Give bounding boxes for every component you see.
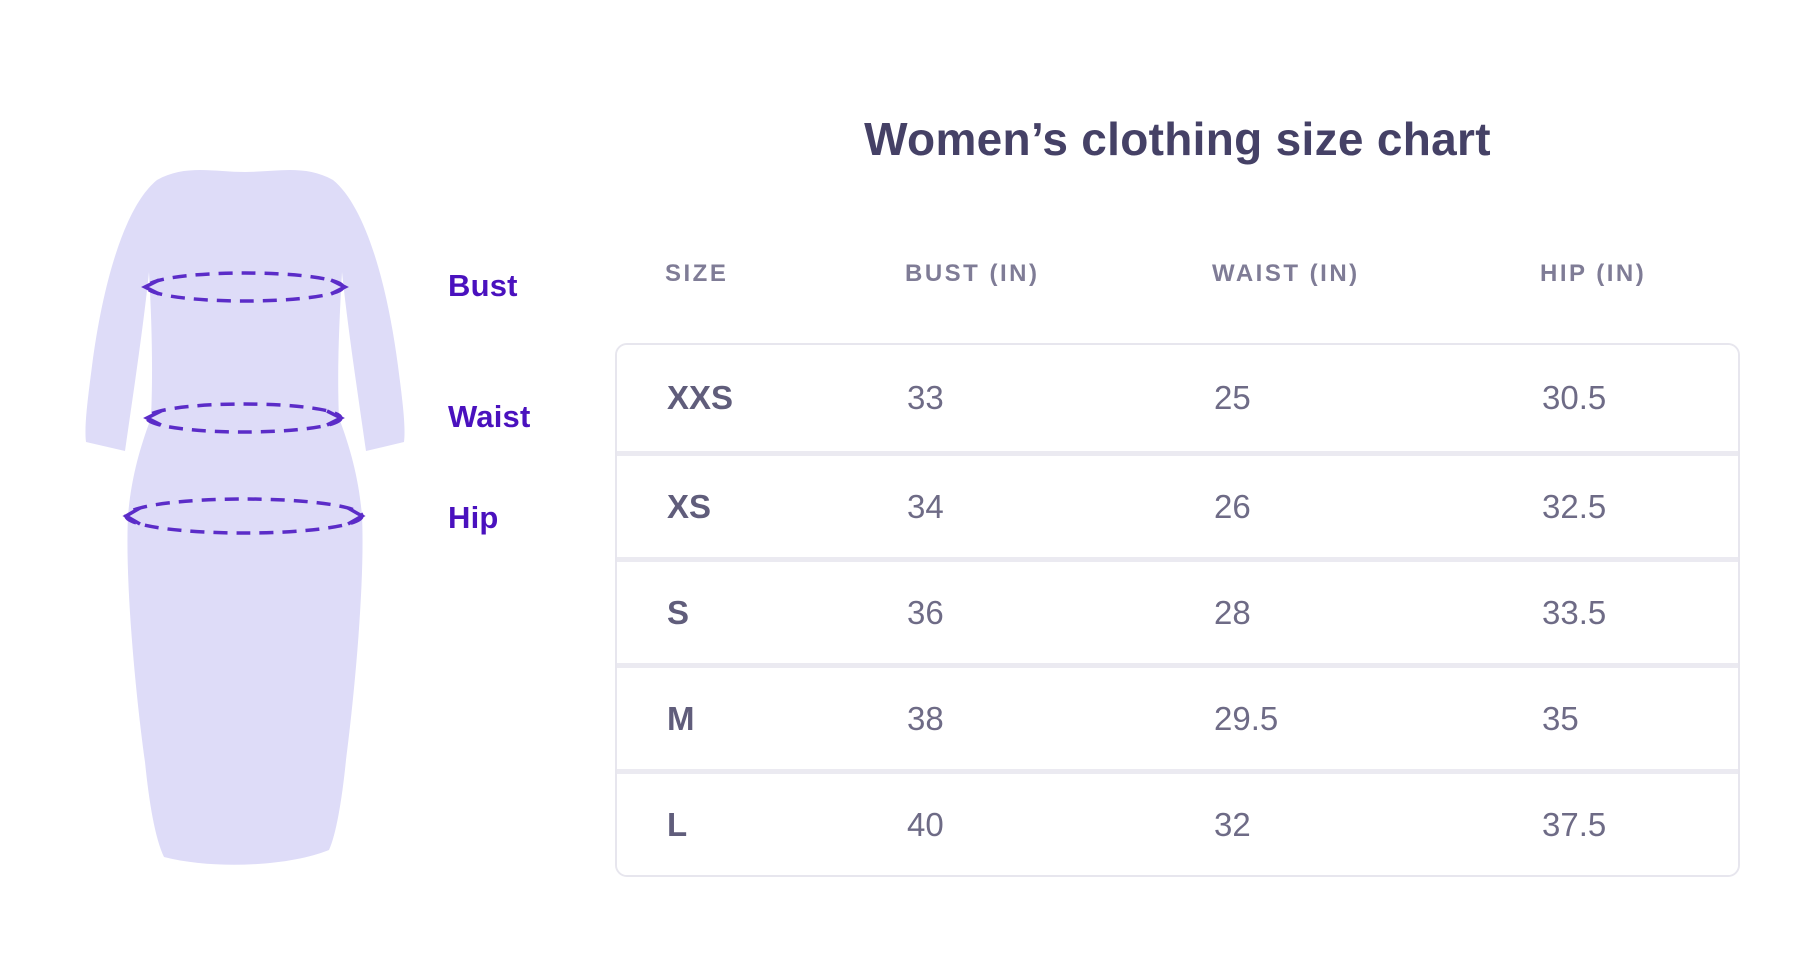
cell-waist: 26 [1214, 487, 1251, 525]
cell-hip: 32.5 [1542, 487, 1607, 525]
hip-measurement-line [122, 497, 366, 535]
dress-illustration [85, 170, 405, 865]
table-header-row: SIZE BUST (in) WAIST (in) HIP (in) [615, 253, 1740, 295]
table-row: M 38 29.5 35 [617, 663, 1738, 769]
cell-waist: 28 [1214, 593, 1251, 631]
cell-bust: 40 [907, 805, 944, 843]
cell-size: S [667, 593, 690, 631]
cell-bust: 34 [907, 487, 944, 525]
table-row: L 40 32 37.5 [617, 769, 1738, 875]
cell-hip: 30.5 [1542, 379, 1607, 416]
waist-measurement-line [143, 402, 345, 434]
page-title: Women’s clothing size chart [864, 113, 1491, 165]
waist-label: Waist [448, 399, 531, 434]
cell-bust: 33 [907, 379, 944, 416]
cell-size: L [667, 805, 688, 843]
table-row: S 36 28 33.5 [617, 557, 1738, 663]
header-bust: BUST (in) [905, 260, 1040, 287]
cell-bust: 36 [907, 593, 944, 631]
table-row: XXS 33 25 30.5 [617, 345, 1738, 451]
size-table: XXS 33 25 30.5 XS 34 26 32.5 S 36 28 33.… [615, 343, 1740, 877]
cell-hip: 33.5 [1542, 593, 1607, 631]
cell-waist: 29.5 [1214, 699, 1279, 737]
cell-size: XS [667, 487, 712, 525]
bust-measurement-line [141, 271, 349, 303]
cell-size: XXS [667, 379, 734, 416]
cell-size: M [667, 699, 695, 737]
cell-waist: 25 [1214, 379, 1251, 416]
cell-waist: 32 [1214, 805, 1251, 843]
header-waist: WAIST (in) [1212, 260, 1360, 287]
hip-label: Hip [448, 500, 499, 535]
cell-hip: 37.5 [1542, 805, 1607, 843]
bust-label: Bust [448, 268, 518, 303]
header-hip: HIP (in) [1540, 260, 1647, 287]
dress-silhouette [85, 170, 405, 865]
cell-hip: 35 [1542, 699, 1579, 737]
table-row: XS 34 26 32.5 [617, 451, 1738, 557]
cell-bust: 38 [907, 699, 944, 737]
header-size: SIZE [665, 260, 729, 287]
